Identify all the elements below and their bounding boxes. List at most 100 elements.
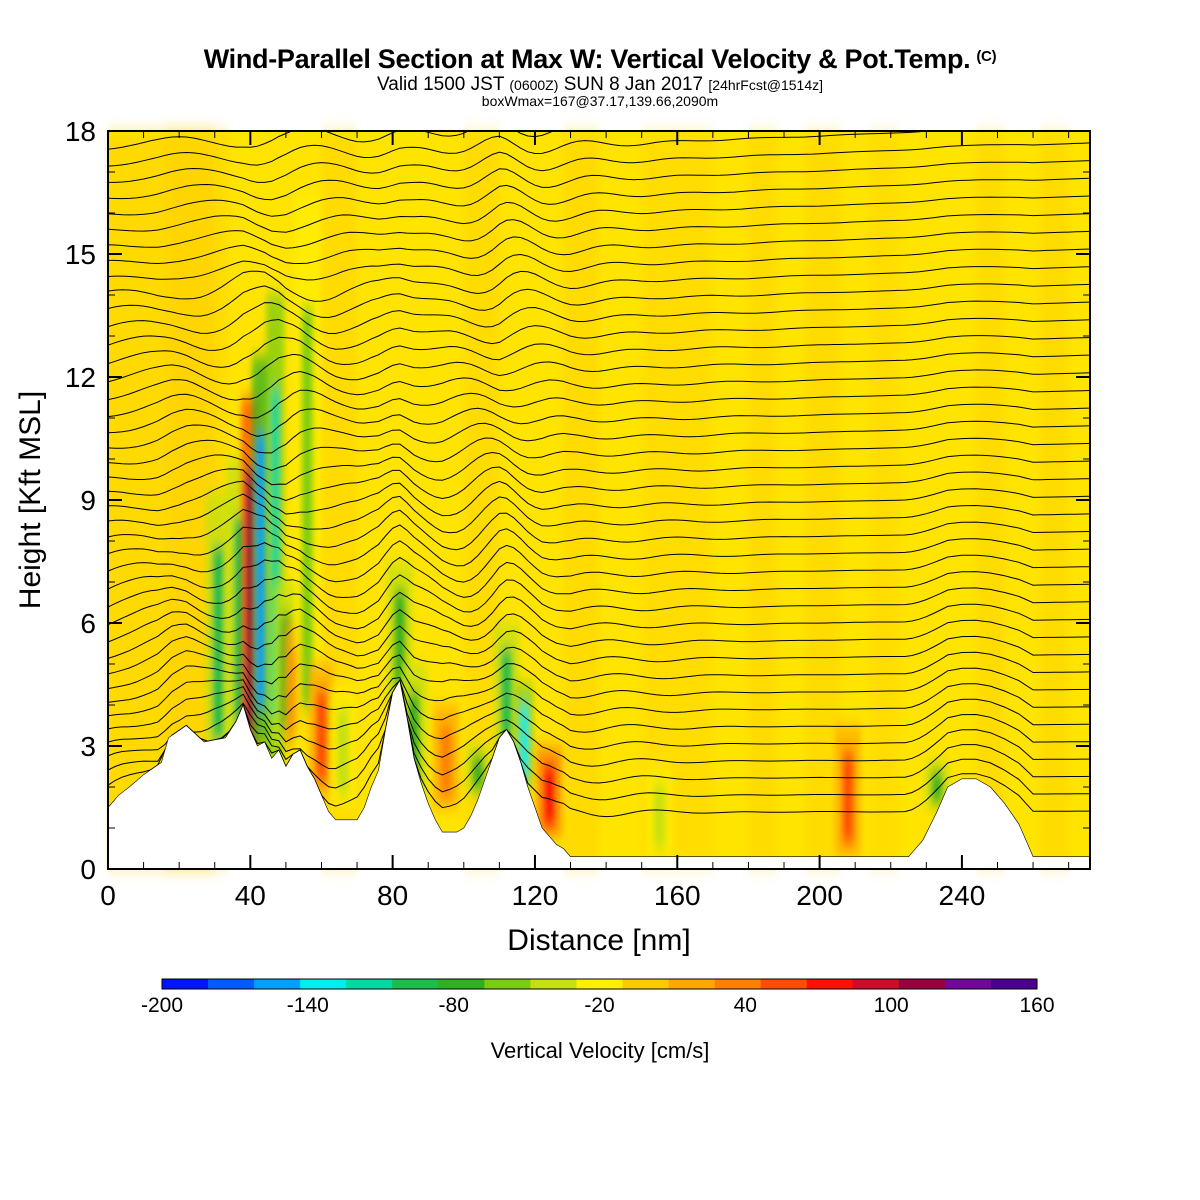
field-texture [641,131,713,869]
theta-contour [108,650,1090,699]
field-texture [1040,131,1069,869]
theta-contour [108,679,1090,818]
y-tick-label: 3 [80,731,96,762]
theta-contour [108,679,1090,767]
theta-contour [108,352,1090,385]
velocity-core [842,751,854,844]
theta-contour [108,317,1090,351]
velocity-core [500,649,513,742]
colorbar-swatch [668,979,715,989]
colorbar-swatch [990,979,1038,989]
velocity-core [440,725,452,798]
colorbar-swatch [392,979,439,989]
y-tick-label: 15 [65,239,96,270]
field-texture [805,131,841,869]
theta-contour [108,679,1090,750]
theta-contour [108,335,1090,368]
colorbar-labels: -200 -140 -80 -20 40 100 160 [141,994,1055,1017]
velocity-core [472,755,484,791]
theta-contour [108,195,1090,233]
velocity-core [543,764,556,828]
subtitle-valid: Valid 1500 JST [376,74,505,95]
colorbar-swatch [898,979,946,989]
theta-contour [108,679,1090,801]
velocity-core [246,471,255,730]
theta-contour [108,131,555,150]
velocity-core [233,518,246,725]
colorbar-swatch [208,979,255,989]
velocity-core [271,389,280,720]
velocity-feature [536,746,563,837]
chart-subtitle-2: boxWmax=167@37.17,139.66,2090m [481,93,719,109]
theta-contour [108,131,933,167]
theta-contour [108,386,1090,419]
plot-axes [107,130,1091,870]
velocity-core [315,690,328,783]
theta-contour [108,131,230,133]
theta-contour [108,524,1090,567]
chart-title-mark: (C) [976,48,997,65]
theta-contour [108,420,1090,454]
x-tick-label: 80 [377,880,408,911]
colorbar-swatch [852,979,900,989]
theta-contour [108,591,1090,630]
colorbar-swatch [162,979,209,989]
field-texture [976,131,1005,869]
y-tick-label: 18 [65,116,96,147]
theta-contour [108,451,1090,486]
colorbar-swatch [300,979,347,989]
velocity-core [931,771,943,803]
theta-contour [108,403,1090,437]
x-tick-label: 0 [100,880,116,911]
tick-labels: 0 40 80 120 160 200 240 0 3 6 9 12 15 18 [65,116,985,911]
chart-subtitle: Valid 1500 JST (0600Z) SUN 8 Jan 2017 [2… [0,74,1200,96]
potential-temperature-contours [108,131,1090,818]
theta-contour [108,608,1090,647]
colorbar-label: -200 [141,994,183,1017]
colorbar-label: -20 [584,994,614,1017]
colorbar-swatch [438,979,485,989]
colorbar-swatch [484,979,531,989]
y-tick-label: 0 [80,854,96,885]
theta-contour [108,230,1090,265]
theta-contour [108,679,1090,784]
colorbar-title: Vertical Velocity [cm/s] [491,1038,710,1063]
colorbar-swatch [760,979,808,989]
theta-contour [108,437,1090,471]
velocity-core [393,590,406,691]
theta-contour [108,574,1090,614]
x-tick-label: 240 [939,880,986,911]
colorbar-swatch [806,979,854,989]
colorbar-label: -140 [287,994,329,1017]
colorbar-swatch [576,979,623,989]
velocity-core [256,434,266,708]
chart-title: Wind-Parallel Section at Max W: Vertical… [0,44,1200,75]
theta-contour [108,142,1090,183]
theta-contour [108,213,1090,249]
colorbar-label: 100 [874,994,909,1017]
theta-contour [108,556,1090,599]
theta-contour [108,623,1090,665]
theta-contour [108,540,1090,583]
theta-contour [108,300,1090,334]
theta-contour [108,636,1090,682]
colorbar-swatch [714,979,761,989]
theta-contour [108,177,1090,217]
x-tick-label: 160 [654,880,701,911]
subtitle-date: SUN 8 Jan 2017 [563,74,704,95]
colorbar [161,978,1038,990]
chart-title-text: Wind-Parallel Section at Max W: Vertical… [203,44,971,74]
colorbar-label: -80 [439,994,469,1017]
y-tick-label: 6 [80,608,96,639]
x-tick-label: 40 [235,880,266,911]
theta-contour [108,266,1090,302]
theta-contour [108,248,1090,281]
velocity-feature [646,766,673,857]
theta-contour [108,493,1090,534]
colorbar-label: 40 [734,994,757,1017]
field-texture [748,131,777,869]
theta-contour [108,283,1090,319]
terrain-mask [108,679,1090,869]
velocity-core [301,307,314,710]
